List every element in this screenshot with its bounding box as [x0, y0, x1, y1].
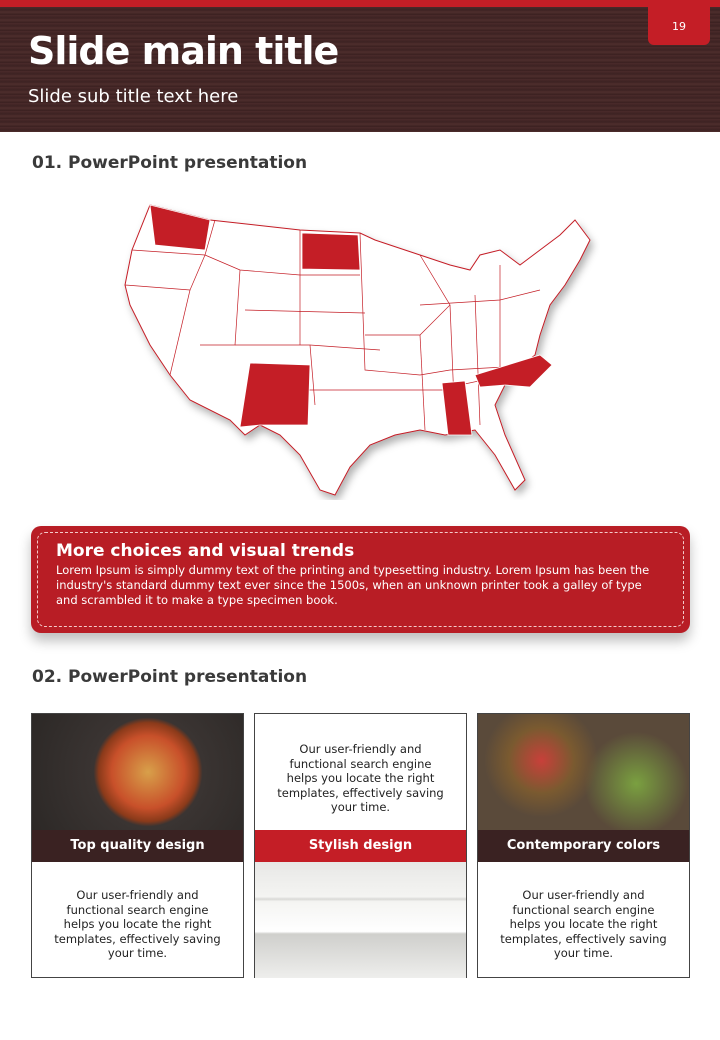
pizza-image: [32, 714, 243, 830]
card-text: Our user-friendly and functional search …: [54, 888, 221, 960]
page-number: 19: [648, 7, 710, 45]
state-north-carolina: [474, 354, 553, 388]
page-subtitle: Slide sub title text here: [28, 86, 239, 107]
vegetables-image: [478, 714, 689, 830]
card-stylish: Our user-friendly and functional search …: [254, 713, 467, 978]
card-caption: Top quality design: [32, 830, 243, 862]
state-alabama: [441, 380, 473, 436]
card-text: Our user-friendly and functional search …: [277, 742, 444, 814]
kitchen-shelf-image: [255, 862, 466, 978]
page-title: Slide main title: [28, 29, 339, 73]
card-caption: Stylish design: [255, 830, 466, 862]
state-washington: [149, 204, 211, 251]
card-contemporary: Contemporary colors Our user-friendly an…: [477, 713, 690, 978]
header: Slide main title Slide sub title text he…: [0, 7, 720, 132]
card-text: Our user-friendly and functional search …: [500, 888, 667, 960]
section-title-2: 02. PowerPoint presentation: [32, 667, 308, 687]
banner-title: More choices and visual trends: [56, 541, 355, 561]
state-new-mexico: [239, 362, 311, 428]
card-caption: Contemporary colors: [478, 830, 689, 862]
state-north-dakota: [301, 232, 361, 271]
card-top-quality: Top quality design Our user-friendly and…: [31, 713, 244, 978]
top-accent-bar: [0, 0, 720, 7]
banner-body: Lorem Ipsum is simply dummy text of the …: [56, 563, 650, 607]
info-banner: More choices and visual trends Lorem Ips…: [31, 526, 690, 633]
section-title-1: 01. PowerPoint presentation: [32, 153, 308, 173]
us-map: [124, 204, 591, 496]
